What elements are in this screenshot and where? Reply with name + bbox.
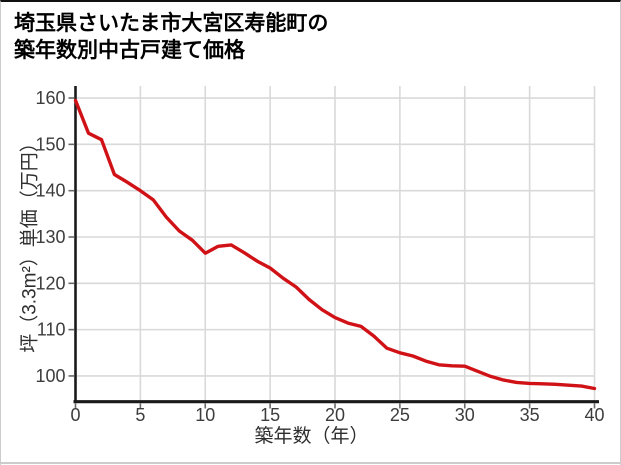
y-tick-label: 160 — [35, 88, 65, 108]
chart-title: 埼玉県さいたま市大宮区寿能町の 築年数別中古戸建て価格 — [14, 10, 328, 64]
card-bottom-border — [1, 462, 620, 464]
y-tick-label: 130 — [35, 227, 65, 247]
x-tick-label: 15 — [260, 405, 280, 425]
y-tick-label: 150 — [35, 134, 65, 154]
x-axis-label: 築年数（年） — [254, 426, 369, 447]
x-tick-label: 20 — [325, 405, 345, 425]
chart-title-line1: 埼玉県さいたま市大宮区寿能町の — [14, 12, 329, 35]
x-tick-label: 35 — [520, 405, 540, 425]
y-tick-label: 100 — [35, 366, 65, 386]
chart-title-line2: 築年数別中古戸建て価格 — [14, 39, 245, 62]
x-tick-label: 25 — [390, 405, 410, 425]
x-tick-label: 30 — [455, 405, 475, 425]
y-tick-label: 140 — [35, 181, 65, 201]
x-tick-label: 10 — [195, 405, 215, 425]
y-tick-label: 120 — [35, 273, 65, 293]
x-tick-label: 0 — [70, 405, 80, 425]
y-tick-label: 110 — [37, 320, 66, 340]
x-tick-label: 40 — [584, 405, 604, 425]
x-tick-label: 5 — [135, 405, 145, 425]
y-axis-label: 坪（3.3m²）単価（万円） — [19, 133, 41, 353]
price-line — [73, 98, 597, 391]
